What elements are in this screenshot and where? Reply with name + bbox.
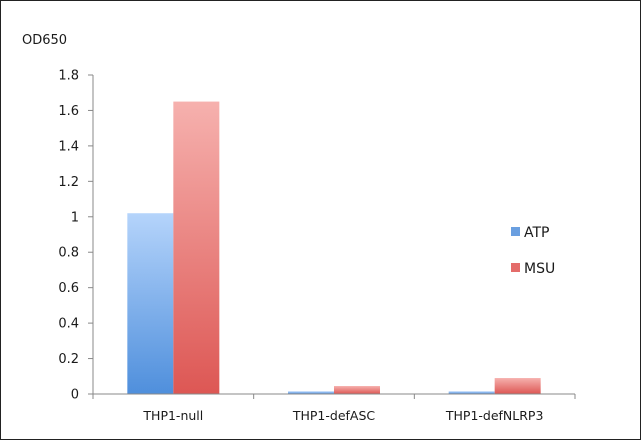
legend-swatch-atp xyxy=(511,227,520,236)
x-tick-label: THP1-defASC xyxy=(292,408,376,423)
bar-msu-thp1-defnlrp3 xyxy=(495,378,541,394)
legend-swatch-msu xyxy=(511,263,520,272)
y-tick-label: 0.6 xyxy=(58,281,79,296)
y-tick-label: 1.2 xyxy=(58,175,79,190)
y-tick-label: 1.8 xyxy=(58,69,79,84)
x-tick-label: THP1-null xyxy=(142,408,203,423)
legend-label-msu: MSU xyxy=(524,261,555,277)
y-tick-label: 0 xyxy=(71,388,79,403)
bar-msu-thp1-defasc xyxy=(334,386,380,394)
y-tick-label: 0.4 xyxy=(58,317,79,332)
y-tick-label: 0.8 xyxy=(58,246,79,261)
y-tick-label: 1 xyxy=(71,210,79,225)
bar-atp-thp1-null xyxy=(127,213,173,394)
y-tick-label: 1.4 xyxy=(58,139,79,154)
x-tick-label: THP1-defNLRP3 xyxy=(445,408,544,423)
bar-msu-thp1-null xyxy=(173,102,219,394)
legend-label-atp: ATP xyxy=(524,225,549,241)
y-tick-label: 1.6 xyxy=(58,104,79,119)
y-tick-label: 0.2 xyxy=(58,352,79,367)
y-axis-label: OD650 xyxy=(22,33,67,48)
